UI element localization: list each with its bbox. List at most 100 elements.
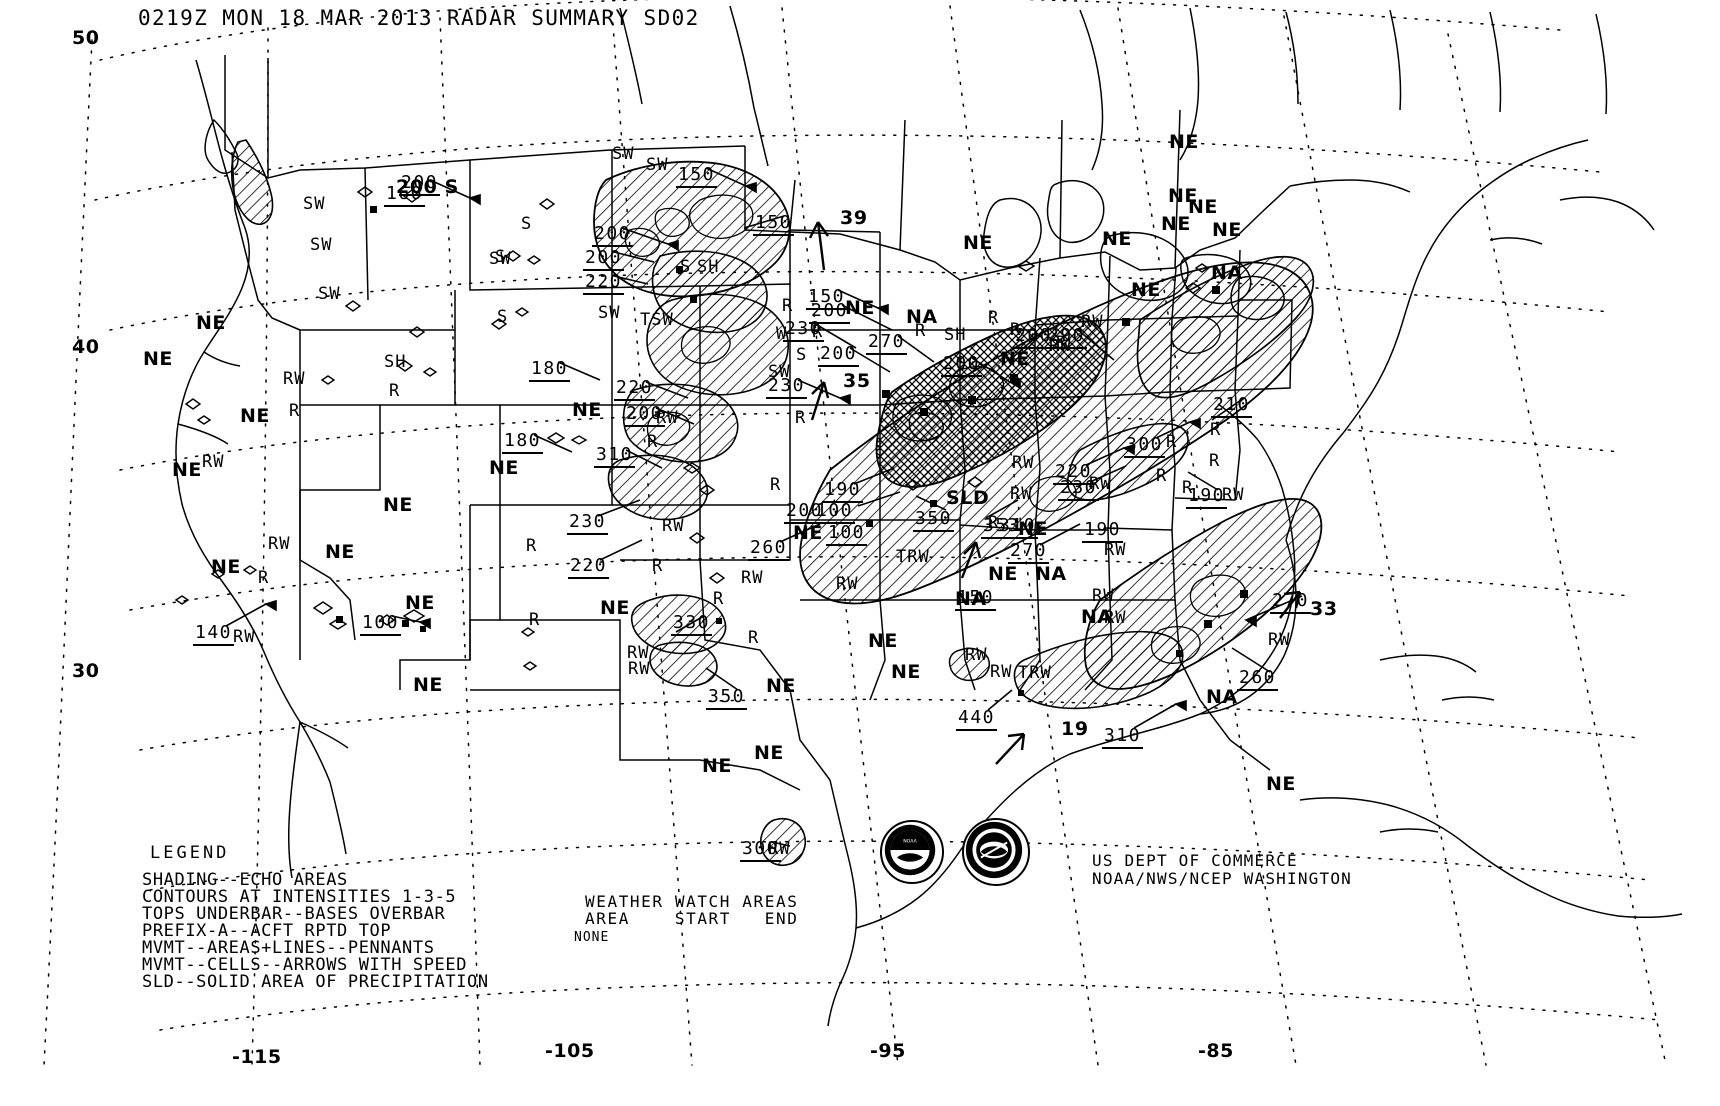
movement-label-10: NE — [572, 399, 602, 421]
movement-label-22: NE — [1169, 131, 1199, 153]
lon-label-95: -95 — [870, 1040, 906, 1062]
echo-top-label-1: 200 — [592, 223, 634, 247]
precip-type-label-65: RW — [768, 839, 791, 859]
precip-type-label-20: R — [812, 322, 824, 342]
echo-top-label-36: 190 — [1082, 519, 1124, 543]
scattered-cells — [174, 186, 1210, 671]
precip-type-label-57: R — [1210, 420, 1222, 440]
movement-label-2: NE — [240, 405, 270, 427]
precip-type-label-39: RW — [627, 643, 650, 663]
echo-top-label-31: 150 — [955, 587, 997, 611]
special-label-1: 200 S — [396, 176, 459, 198]
movement-label-15: NE — [868, 630, 898, 652]
precip-type-label-34: R — [526, 536, 538, 556]
precip-type-label-31: R — [647, 432, 659, 452]
movement-label-34: NA — [1206, 686, 1238, 708]
movement-label-3: NE — [172, 459, 202, 481]
lon-label-115: -115 — [232, 1046, 282, 1068]
echo-top-label-33: 230 — [1058, 477, 1100, 501]
echo-top-label-27: 350 — [913, 508, 955, 532]
movement-label-20: NE — [963, 232, 993, 254]
precip-type-label-0: SW — [612, 144, 635, 164]
lat-label-50: 50 — [72, 27, 100, 49]
watch-columns: AREA START END — [585, 909, 799, 928]
movement-label-18: NE — [845, 297, 875, 319]
echo-area-shading — [230, 139, 1323, 866]
echo-top-label-19: 310 — [594, 444, 636, 468]
page-title: 0219Z MON 18 MAR 2013 RADAR SUMMARY SD02 — [138, 6, 700, 30]
movement-label-25: NE — [1161, 213, 1191, 235]
echo-top-label-25: 100 — [814, 500, 856, 524]
precip-type-label-33: RW — [662, 516, 685, 536]
movement-label-0: NE — [196, 312, 226, 334]
movement-label-13: NE — [754, 742, 784, 764]
northern-coastline — [619, 5, 1608, 171]
legend-line-4: MVMT--AREAS+LINES--PENNANTS — [142, 938, 435, 958]
precip-type-label-25: R — [1010, 320, 1022, 340]
precip-type-label-42: RW — [233, 627, 256, 647]
movement-label-14: NE — [766, 675, 796, 697]
echo-top-label-38: 270 — [1270, 590, 1312, 614]
precip-type-label-55: RW — [1222, 485, 1245, 505]
movement-label-27: NE — [1131, 279, 1161, 301]
movement-label-11: NE — [600, 597, 630, 619]
movement-label-1: NE — [143, 348, 173, 370]
credit-line-2: NOAA/NWS/NCEP WASHINGTON — [1092, 869, 1352, 888]
precip-type-label-2: SW — [303, 194, 326, 214]
echo-top-label-40: 310 — [1102, 725, 1144, 749]
precip-type-label-36: RW — [741, 568, 764, 588]
echo-top-label-9: 180 — [529, 358, 571, 382]
precip-type-label-1: SW — [646, 155, 669, 175]
intensity-contours — [624, 194, 1247, 664]
nws-seal-glyph — [965, 821, 1023, 879]
precip-type-label-53: R — [1182, 478, 1194, 498]
echo-top-label-14: 270 — [866, 331, 908, 355]
echo-top-label-15: 200 — [941, 353, 983, 377]
movement-label-36: NE — [1000, 348, 1030, 370]
precip-type-label-5: S — [495, 247, 507, 267]
movement-label-33: NA — [1081, 606, 1113, 628]
precip-type-label-51: RW — [1104, 540, 1127, 560]
credit-line-1: US DEPT OF COMMERCE — [1092, 851, 1298, 870]
echo-top-label-11: 200 — [624, 403, 666, 427]
echo-top-label-45: 440 — [956, 707, 998, 731]
movement-label-21: NE — [1102, 228, 1132, 250]
legend-heading: LEGEND — [150, 843, 230, 863]
precip-type-label-41: R — [529, 610, 541, 630]
echo-top-label-46: 300 — [740, 838, 782, 862]
nws-seal — [962, 818, 1030, 886]
cell-markers — [336, 206, 1248, 696]
movement-label-9: NE — [489, 457, 519, 479]
precip-type-label-40: RW — [628, 659, 651, 679]
precip-type-label-16: S — [796, 345, 808, 365]
echo-top-label-47: 160 — [384, 183, 426, 207]
echo-top-label-20: 230 — [567, 511, 609, 535]
echo-top-label-18: 180 — [502, 430, 544, 454]
precip-type-label-14: R — [289, 401, 301, 421]
movement-label-23: NE — [1168, 185, 1198, 207]
precip-type-label-63: RW — [1012, 453, 1035, 473]
precip-type-label-17: S — [680, 257, 692, 277]
precip-type-label-28: RW — [1049, 336, 1072, 356]
legend-line-3: PREFIX-A--ACFT RPTD TOP — [142, 921, 392, 941]
echo-top-label-44: 100 — [360, 612, 402, 636]
precip-type-label-15: SW — [768, 362, 791, 382]
movement-label-5: NE — [325, 541, 355, 563]
precip-type-label-35: R — [652, 556, 664, 576]
echo-top-label-5: 150 — [753, 212, 795, 236]
precip-type-label-38: R — [748, 628, 760, 648]
echo-top-label-35: 190 — [1186, 485, 1228, 509]
special-label-0: SLD — [946, 487, 990, 509]
precip-type-label-32: R — [770, 475, 782, 495]
lon-label-105: -105 — [545, 1040, 595, 1062]
precip-type-label-60: TRW — [1018, 663, 1052, 683]
echo-top-label-26: 100 — [826, 522, 868, 546]
echo-top-label-17: 290 — [1046, 325, 1088, 349]
movement-label-29: NE — [1018, 518, 1048, 540]
precip-type-label-54: R — [1209, 451, 1221, 471]
echo-top-label-24: 200 — [784, 500, 826, 524]
noaa-seal: NOAA — [880, 820, 944, 884]
echo-top-label-2: 200 — [583, 247, 625, 271]
movement-label-12: NE — [702, 755, 732, 777]
